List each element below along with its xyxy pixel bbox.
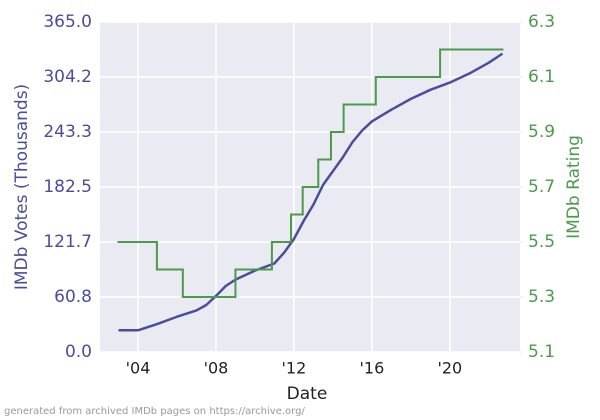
y-tick-label: 304.2	[43, 67, 92, 87]
x-axis-label: Date	[287, 384, 328, 404]
y2-tick-label: 5.7	[528, 177, 555, 197]
y2-tick-label: 6.1	[528, 67, 555, 87]
y-axis-label: IMDb Votes (Thousands)	[12, 84, 32, 290]
y2-tick-label: 5.5	[528, 232, 555, 252]
y-tick-label: 0.0	[65, 342, 92, 362]
footnote: generated from archived IMDb pages on ht…	[4, 406, 305, 417]
y2-tick-label: 5.9	[528, 122, 555, 142]
x-tick-label: '12	[282, 359, 307, 378]
y-tick-label: 182.5	[43, 177, 92, 197]
y-tick-label: 60.8	[54, 287, 92, 307]
y-tick-label: 365.0	[43, 12, 92, 32]
x-tick-label: '04	[126, 359, 151, 378]
y2-tick-label: 5.1	[528, 342, 555, 362]
series-line	[118, 52, 504, 332]
y-tick-label: 243.3	[43, 122, 92, 142]
x-tick-label: '20	[437, 359, 462, 378]
x-tick-label: '16	[359, 359, 384, 378]
y2-tick-label: 5.3	[528, 287, 555, 307]
y2-axis-label: IMDb Rating	[564, 135, 584, 239]
y2-tick-label: 6.3	[528, 12, 555, 32]
x-tick-label: '08	[204, 359, 229, 378]
y-tick-label: 121.7	[43, 232, 92, 252]
